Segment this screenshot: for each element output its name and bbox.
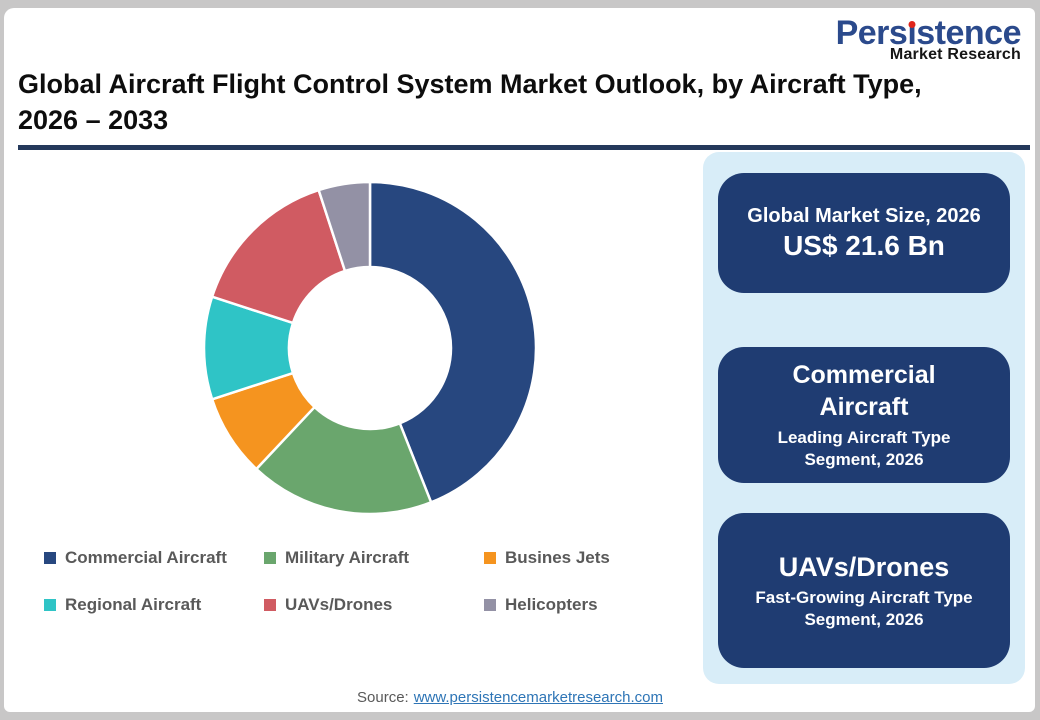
stat-card-fast-growing-segment: UAVs/Drones Fast-Growing Aircraft Type S… [718, 513, 1010, 668]
brand-letter-i-glyph: ı [907, 14, 917, 52]
title-line-2: 2026 – 2033 [18, 105, 169, 135]
legend-label: Regional Aircraft [65, 595, 202, 614]
stat-card-market-size: Global Market Size, 2026 US$ 21.6 Bn [718, 173, 1010, 293]
legend-swatch [44, 552, 56, 564]
donut-segment-military-aircraft [254, 405, 433, 516]
source-label: Source: [357, 689, 409, 706]
brand-subtitle: Market Research [889, 46, 1021, 63]
legend-swatch [264, 552, 276, 564]
donut-segment-helicopters [317, 180, 372, 273]
legend-swatch [484, 552, 496, 564]
donut-svg [202, 180, 538, 516]
legend-swatch [264, 599, 276, 611]
donut-segment-commercial-aircraft [368, 180, 538, 504]
content-card: Persı stence Market Research Global Aircr… [4, 8, 1035, 712]
legend-item: Helicopters [484, 595, 704, 615]
source-link[interactable]: www.persistencemarketresearch.com [413, 689, 663, 706]
stat-subtitle: Fast-Growing Aircraft Type Segment, 2026 [755, 587, 973, 629]
title-line-1: Global Aircraft Flight Control System Ma… [18, 69, 922, 99]
legend-label: UAVs/Drones [285, 595, 393, 614]
brand-logo: Persı stence Market Research [835, 14, 1022, 64]
legend-label: Busines Jets [505, 548, 610, 567]
stat-subtitle: Leading Aircraft Type Segment, 2026 [777, 428, 951, 469]
brand-letter-i: ı [907, 14, 916, 52]
stat-card-leading-segment: Commercial Aircraft Leading Aircraft Typ… [718, 347, 1010, 483]
stat-title: Global Market Size, 2026 [747, 205, 981, 227]
legend-item: Regional Aircraft [44, 595, 264, 615]
legend-item: Commercial Aircraft [44, 548, 264, 568]
donut-chart [198, 176, 542, 520]
stat-value: US$ 21.6 Bn [783, 230, 945, 261]
highlight-panel: Global Market Size, 2026 US$ 21.6 Bn Com… [703, 152, 1025, 684]
source-line: Source: www.persistencemarketresearch.com [4, 689, 1016, 706]
legend-item: UAVs/Drones [264, 595, 484, 615]
brand-red-dot-icon [908, 21, 916, 28]
legend-swatch [44, 599, 56, 611]
brand-text-pre: Pers [835, 14, 908, 52]
stat-title: Commercial Aircraft [792, 361, 936, 421]
legend-item: Busines Jets [484, 548, 704, 568]
legend-label: Helicopters [505, 595, 598, 614]
legend-label: Military Aircraft [285, 548, 410, 567]
legend-item: Military Aircraft [264, 548, 484, 568]
brand-wordmark: Persı stence [835, 14, 1022, 52]
legend-label: Commercial Aircraft [65, 548, 227, 567]
stat-title: UAVs/Drones [778, 551, 950, 582]
chart-legend: Commercial Aircraft Military Aircraft Bu… [44, 548, 704, 615]
brand-text-post: stence [916, 14, 1021, 52]
legend-swatch [484, 599, 496, 611]
title-underline [18, 145, 1030, 150]
page-title: Global Aircraft Flight Control System Ma… [18, 66, 1018, 138]
